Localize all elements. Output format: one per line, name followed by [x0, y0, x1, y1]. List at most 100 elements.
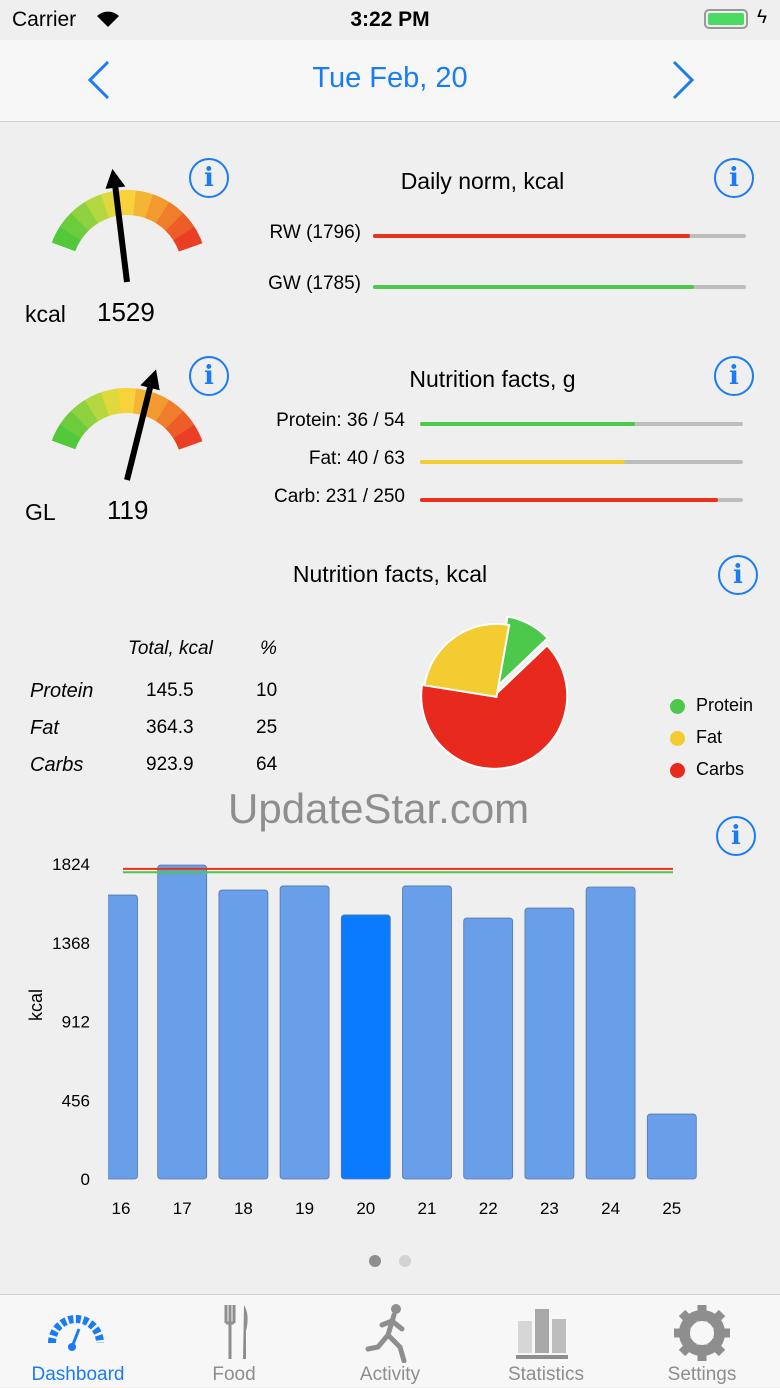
gauge-segment — [133, 190, 154, 219]
macro-pct: 64 — [256, 754, 278, 775]
macro-name: Carbs — [30, 754, 84, 776]
page-dot-2[interactable] — [399, 1255, 411, 1267]
nutrient-row-label: Protein: 36 / 54 — [276, 410, 405, 431]
bar-24[interactable] — [585, 886, 636, 1180]
chart-info-button[interactable]: i — [716, 816, 756, 856]
dashboard-gauge-icon — [48, 1315, 104, 1351]
bar-22[interactable] — [463, 917, 514, 1180]
prev-day-button[interactable] — [86, 60, 112, 100]
gauge-segment — [118, 388, 137, 414]
nutrient-row-label: Fat: 40 / 63 — [308, 448, 405, 469]
gauge-segment — [59, 212, 89, 241]
nutrient-row-label: Carb: 231 / 250 — [274, 486, 405, 507]
macro-pct: 10 — [256, 680, 278, 701]
next-day-button[interactable] — [670, 60, 696, 100]
pie-slice-carbs — [420, 644, 569, 770]
macro-name: Fat — [30, 717, 59, 739]
legend-label: Carbs — [696, 759, 745, 779]
daily-norm-info-button[interactable]: i — [714, 158, 754, 198]
gauge-segment — [144, 392, 170, 422]
tab-activity[interactable]: Activity — [312, 1295, 468, 1388]
gl-info-button[interactable]: i — [189, 356, 229, 396]
x-tick-label: 21 — [418, 1199, 437, 1218]
page-dot-1[interactable] — [369, 1255, 381, 1267]
gauge-segment — [173, 424, 203, 450]
norm-row-bar-fill — [373, 234, 691, 238]
bar-20[interactable] — [340, 914, 391, 1180]
gauge-segment — [155, 400, 184, 430]
macro-total: 145.5 — [146, 680, 194, 701]
tab-settings[interactable]: Settings — [624, 1295, 780, 1388]
x-tick-label: 23 — [540, 1199, 559, 1218]
bar-18[interactable] — [218, 889, 269, 1180]
legend-swatch — [670, 763, 685, 778]
y-tick-label: 1824 — [52, 855, 90, 874]
norm-row-label: RW (1796) — [269, 222, 361, 243]
gauge-segment — [51, 226, 81, 252]
tab-label: Activity — [359, 1364, 421, 1385]
bar-23[interactable] — [524, 907, 575, 1180]
calorie-bar-chart: 0 456 912 1368 1824 kcal 16 17 18 19 20 21 22 23 24 25 — [26, 855, 697, 1218]
carrier: Carrier — [12, 8, 77, 31]
clock: 3:22 PM — [350, 8, 430, 31]
norm-row-bar — [373, 234, 746, 238]
norm-row-bar-fill — [373, 285, 694, 289]
daily-norm-title: Daily norm, kcal — [400, 168, 565, 194]
date-title: Tue Feb, 20 — [312, 62, 468, 94]
calorie-info-button[interactable]: i — [189, 158, 229, 198]
bar-16[interactable] — [89, 894, 138, 1180]
y-tick-label: 456 — [62, 1091, 90, 1110]
gauge-segment — [144, 194, 170, 224]
y-tick-label: 0 — [81, 1170, 90, 1189]
status-bar: Carrier 3:22 PM ϟ — [0, 0, 780, 40]
nutrition-kcal-title: Nutrition facts, kcal — [292, 561, 488, 587]
bar-17[interactable] — [157, 864, 208, 1180]
x-tick-label: 17 — [173, 1199, 192, 1218]
nutrient-row-bar — [420, 422, 743, 426]
col-total-header: Total, kcal — [128, 638, 213, 659]
gauge-segment — [165, 212, 195, 241]
tab-dashboard[interactable]: Dashboard — [0, 1295, 156, 1388]
macro-pct: 25 — [256, 717, 278, 738]
macro-pie-chart — [420, 615, 569, 770]
gauge-segment — [165, 410, 195, 439]
nutrition-g-title: Nutrition facts, g — [409, 366, 576, 392]
macro-total: 923.9 — [146, 754, 194, 775]
col-pct-header: % — [260, 638, 277, 659]
wifi-icon — [97, 11, 119, 27]
nutrient-row-bar — [420, 460, 743, 464]
nutrient-row-bar-fill — [420, 498, 719, 502]
norm-row-label: GW (1785) — [268, 273, 361, 294]
gauge-segment — [59, 410, 89, 439]
x-tick-label: 18 — [234, 1199, 253, 1218]
nutrient-row-bar-fill — [420, 460, 626, 464]
tab-food[interactable]: Food — [156, 1295, 312, 1388]
tab-statistics[interactable]: Statistics — [468, 1295, 624, 1388]
gauge-segment — [100, 388, 122, 417]
tab-label: Food — [212, 1364, 256, 1385]
x-tick-label: 24 — [601, 1199, 620, 1218]
gauge-segment — [173, 226, 203, 252]
calorie-gauge-value: 1529 — [97, 297, 155, 327]
watermark: UpdateStar.com — [228, 785, 530, 832]
bar-19[interactable] — [279, 885, 330, 1180]
gl-gauge-value: 119 — [107, 495, 149, 525]
y-tick-label: 1368 — [52, 934, 90, 953]
legend-swatch — [670, 731, 685, 746]
runner-icon — [365, 1304, 407, 1363]
nutrition-kcal-info-button[interactable]: i — [718, 555, 758, 595]
bar-25[interactable] — [646, 1113, 697, 1180]
nutrition-g-info-button[interactable]: i — [714, 356, 754, 396]
nutrient-row-bar — [420, 498, 743, 502]
gl-gauge — [51, 369, 203, 481]
legend-label: Fat — [696, 727, 723, 747]
gauges — [51, 168, 203, 481]
x-tick-label: 16 — [112, 1199, 131, 1218]
legend-label: Protein — [696, 695, 754, 715]
nav-bar: Tue Feb, 20 — [0, 40, 780, 122]
bar-21[interactable] — [402, 885, 452, 1180]
gauge-segment — [155, 202, 184, 232]
gauge-segment — [70, 399, 99, 429]
x-tick-label: 20 — [356, 1199, 375, 1218]
fork-knife-icon — [224, 1305, 248, 1359]
